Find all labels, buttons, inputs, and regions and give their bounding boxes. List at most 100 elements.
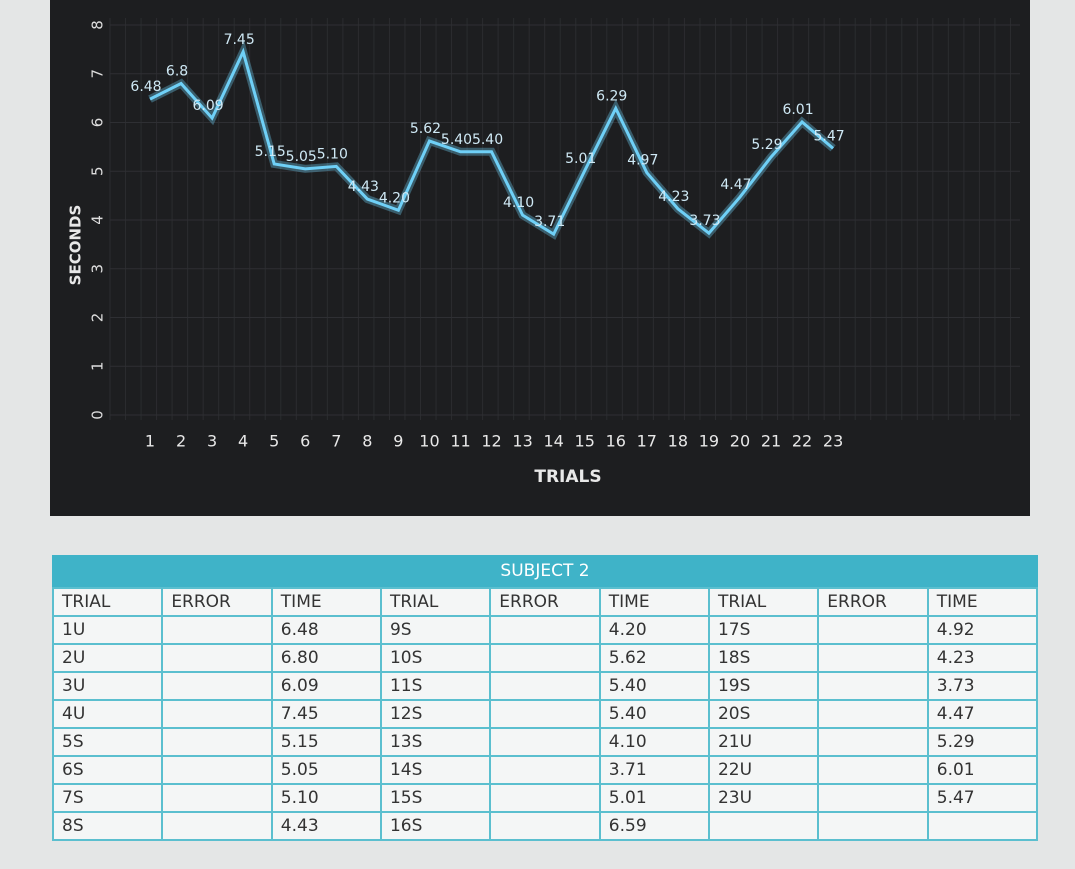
table-cell: 3U: [51, 671, 164, 701]
data-label: 5.62: [410, 121, 441, 137]
chart-background: [50, 0, 1030, 516]
table-cell: 16S: [379, 811, 492, 841]
x-tick-label: 21: [761, 432, 781, 451]
x-tick-label: 14: [543, 432, 563, 451]
table-title: SUBJECT 2: [52, 555, 1038, 587]
data-label: 4.20: [379, 190, 410, 206]
table-cell: 4.10: [598, 727, 710, 757]
table-cell: 4.20: [598, 615, 710, 645]
x-tick-label: 23: [823, 432, 843, 451]
x-tick-label: 18: [668, 432, 688, 451]
table-row: 8S 4.43 16S 6.59: [51, 811, 1039, 841]
table-cell: [817, 811, 929, 841]
table-cell: 4.92: [926, 615, 1039, 645]
table-cell: [161, 671, 273, 701]
table-cell: [161, 643, 273, 673]
table-cell: [707, 811, 820, 841]
data-label: 5.01: [565, 151, 596, 167]
header-cell: TIME: [926, 587, 1039, 617]
table-cell: [489, 811, 601, 841]
table-cell: 19S: [707, 671, 820, 701]
table-cell: 5.40: [598, 699, 710, 729]
table-cell: 17S: [707, 615, 820, 645]
table-cell: 23U: [707, 783, 820, 813]
table-cell: [161, 699, 273, 729]
header-cell: ERROR: [817, 587, 929, 617]
table-cell: 5S: [51, 727, 164, 757]
data-line: [149, 47, 835, 237]
x-tick-label: 22: [792, 432, 812, 451]
x-tick-label: 13: [512, 432, 532, 451]
table-cell: 6.01: [926, 755, 1039, 785]
table-cell: 5.40: [598, 671, 710, 701]
table-cell: 13S: [379, 727, 492, 757]
y-axis-title: SECONDS: [67, 205, 85, 286]
table-cell: 11S: [379, 671, 492, 701]
data-label: 5.47: [814, 128, 845, 144]
header-cell: TRIAL: [379, 587, 492, 617]
x-tick-label: 3: [207, 432, 217, 451]
table-cell: 18S: [707, 643, 820, 673]
header-cell: ERROR: [161, 587, 273, 617]
data-label: 6.48: [130, 79, 161, 95]
table-cell: 5.62: [598, 643, 710, 673]
table-cell: [817, 727, 929, 757]
table-row: 6S 5.05 14S 3.71 22U 6.01: [51, 755, 1039, 785]
table-cell: [817, 615, 929, 645]
table-row: 7S 5.10 15S 5.01 23U 5.47: [51, 783, 1039, 813]
table-cell: [489, 783, 601, 813]
table-cell: [489, 615, 601, 645]
table-cell: [161, 727, 273, 757]
table-cell: 4.47: [926, 699, 1039, 729]
table-cell: 6.80: [270, 643, 382, 673]
table-cell: 5.15: [270, 727, 382, 757]
table-cell: 4U: [51, 699, 164, 729]
table-cell: [489, 671, 601, 701]
header-cell: TRIAL: [51, 587, 164, 617]
y-tick-label: 5: [89, 166, 107, 176]
x-tick-label: 20: [730, 432, 750, 451]
table-cell: [926, 811, 1039, 841]
table-cell: [161, 783, 273, 813]
data-label: 4.10: [503, 195, 534, 211]
table-cell: 22U: [707, 755, 820, 785]
y-tick-label: 1: [89, 361, 107, 371]
table-cell: 5.01: [598, 783, 710, 813]
table-cell: 2U: [51, 643, 164, 673]
table-cell: 6S: [51, 755, 164, 785]
table-cell: [161, 755, 273, 785]
x-tick-label: 6: [300, 432, 310, 451]
table-cell: [489, 727, 601, 757]
table-cell: 10S: [379, 643, 492, 673]
data-label: 7.45: [224, 32, 255, 48]
x-tick-label: 19: [699, 432, 719, 451]
table-row: 3U 6.09 11S 5.40 19S 3.73: [51, 671, 1039, 701]
table-cell: 3.73: [926, 671, 1039, 701]
table-cell: 7.45: [270, 699, 382, 729]
y-tick-label: 3: [89, 264, 107, 274]
x-tick-label: 10: [419, 432, 439, 451]
header-cell: TIME: [270, 587, 382, 617]
table-cell: 6.48: [270, 615, 382, 645]
data-label: 5.40: [441, 132, 472, 148]
data-label: 3.73: [689, 213, 720, 229]
header-cell: ERROR: [489, 587, 601, 617]
data-label: 4.97: [627, 153, 658, 169]
table-cell: 15S: [379, 783, 492, 813]
data-label: 6.29: [596, 88, 627, 104]
table-cell: 21U: [707, 727, 820, 757]
table-cell: 12S: [379, 699, 492, 729]
x-tick-label: 1: [145, 432, 155, 451]
x-tick-label: 4: [238, 432, 248, 451]
x-tick-label: 9: [393, 432, 403, 451]
header-cell: TRIAL: [707, 587, 820, 617]
table-cell: 5.10: [270, 783, 382, 813]
table-row: TRIAL ERROR TIME TRIAL ERROR TIME TRIAL ERROR TI…: [51, 587, 1039, 617]
header-cell: TIME: [598, 587, 710, 617]
data-label: 6.09: [193, 98, 224, 114]
table-cell: 4.23: [926, 643, 1039, 673]
data-label: 5.29: [751, 137, 782, 153]
x-tick-label: 5: [269, 432, 279, 451]
x-tick-label: 7: [331, 432, 341, 451]
